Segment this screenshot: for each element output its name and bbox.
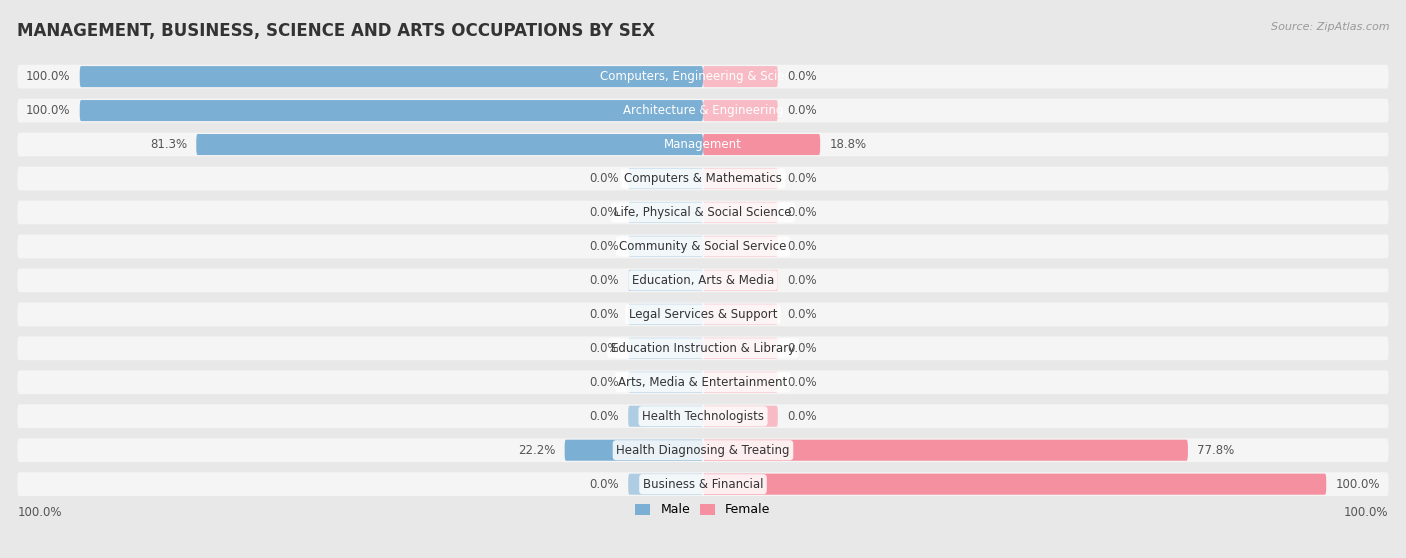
FancyBboxPatch shape <box>17 234 1389 258</box>
FancyBboxPatch shape <box>703 202 778 223</box>
FancyBboxPatch shape <box>628 168 703 189</box>
FancyBboxPatch shape <box>17 439 1389 462</box>
Text: 81.3%: 81.3% <box>150 138 187 151</box>
FancyBboxPatch shape <box>628 338 703 359</box>
Text: Legal Services & Support: Legal Services & Support <box>628 308 778 321</box>
FancyBboxPatch shape <box>703 168 778 189</box>
Text: 0.0%: 0.0% <box>787 70 817 83</box>
FancyBboxPatch shape <box>17 167 1389 190</box>
Text: 100.0%: 100.0% <box>17 506 62 519</box>
FancyBboxPatch shape <box>628 270 703 291</box>
FancyBboxPatch shape <box>703 100 778 121</box>
Text: Business & Financial: Business & Financial <box>643 478 763 490</box>
Text: 0.0%: 0.0% <box>589 478 619 490</box>
Text: 0.0%: 0.0% <box>787 240 817 253</box>
Text: Computers & Mathematics: Computers & Mathematics <box>624 172 782 185</box>
FancyBboxPatch shape <box>628 304 703 325</box>
Text: Health Technologists: Health Technologists <box>643 410 763 423</box>
Text: Community & Social Service: Community & Social Service <box>619 240 787 253</box>
Text: 0.0%: 0.0% <box>589 206 619 219</box>
FancyBboxPatch shape <box>17 472 1389 496</box>
Text: Education Instruction & Library: Education Instruction & Library <box>612 342 794 355</box>
Text: 100.0%: 100.0% <box>25 70 70 83</box>
Text: 0.0%: 0.0% <box>787 308 817 321</box>
Text: 0.0%: 0.0% <box>787 104 817 117</box>
FancyBboxPatch shape <box>703 270 778 291</box>
Text: 0.0%: 0.0% <box>589 274 619 287</box>
FancyBboxPatch shape <box>17 133 1389 156</box>
FancyBboxPatch shape <box>17 65 1389 89</box>
FancyBboxPatch shape <box>17 200 1389 224</box>
Legend: Male, Female: Male, Female <box>630 498 776 521</box>
Text: 0.0%: 0.0% <box>787 342 817 355</box>
FancyBboxPatch shape <box>703 236 778 257</box>
Text: 0.0%: 0.0% <box>589 376 619 389</box>
Text: 0.0%: 0.0% <box>589 240 619 253</box>
FancyBboxPatch shape <box>628 474 703 495</box>
Text: 18.8%: 18.8% <box>830 138 866 151</box>
FancyBboxPatch shape <box>17 99 1389 122</box>
Text: 0.0%: 0.0% <box>589 308 619 321</box>
Text: 0.0%: 0.0% <box>787 206 817 219</box>
Text: Computers, Engineering & Science: Computers, Engineering & Science <box>600 70 806 83</box>
FancyBboxPatch shape <box>703 134 820 155</box>
Text: 0.0%: 0.0% <box>787 410 817 423</box>
FancyBboxPatch shape <box>703 338 778 359</box>
FancyBboxPatch shape <box>197 134 703 155</box>
FancyBboxPatch shape <box>703 406 778 427</box>
FancyBboxPatch shape <box>17 371 1389 394</box>
Text: 100.0%: 100.0% <box>25 104 70 117</box>
Text: Life, Physical & Social Science: Life, Physical & Social Science <box>614 206 792 219</box>
FancyBboxPatch shape <box>703 474 1326 495</box>
Text: MANAGEMENT, BUSINESS, SCIENCE AND ARTS OCCUPATIONS BY SEX: MANAGEMENT, BUSINESS, SCIENCE AND ARTS O… <box>17 22 655 40</box>
Text: 0.0%: 0.0% <box>589 172 619 185</box>
Text: 100.0%: 100.0% <box>1336 478 1381 490</box>
FancyBboxPatch shape <box>628 236 703 257</box>
FancyBboxPatch shape <box>17 336 1389 360</box>
FancyBboxPatch shape <box>703 304 778 325</box>
FancyBboxPatch shape <box>17 268 1389 292</box>
Text: Arts, Media & Entertainment: Arts, Media & Entertainment <box>619 376 787 389</box>
Text: 0.0%: 0.0% <box>589 410 619 423</box>
FancyBboxPatch shape <box>17 405 1389 428</box>
Text: Source: ZipAtlas.com: Source: ZipAtlas.com <box>1271 22 1389 32</box>
Text: Management: Management <box>664 138 742 151</box>
Text: 22.2%: 22.2% <box>517 444 555 456</box>
Text: Education, Arts & Media: Education, Arts & Media <box>631 274 775 287</box>
FancyBboxPatch shape <box>80 100 703 121</box>
FancyBboxPatch shape <box>628 406 703 427</box>
FancyBboxPatch shape <box>565 440 703 461</box>
FancyBboxPatch shape <box>703 66 778 87</box>
FancyBboxPatch shape <box>703 372 778 393</box>
FancyBboxPatch shape <box>80 66 703 87</box>
Text: 0.0%: 0.0% <box>787 172 817 185</box>
Text: Health Diagnosing & Treating: Health Diagnosing & Treating <box>616 444 790 456</box>
Text: 0.0%: 0.0% <box>787 376 817 389</box>
FancyBboxPatch shape <box>628 372 703 393</box>
Text: Architecture & Engineering: Architecture & Engineering <box>623 104 783 117</box>
FancyBboxPatch shape <box>703 440 1188 461</box>
FancyBboxPatch shape <box>17 302 1389 326</box>
Text: 0.0%: 0.0% <box>787 274 817 287</box>
Text: 77.8%: 77.8% <box>1198 444 1234 456</box>
FancyBboxPatch shape <box>628 202 703 223</box>
Text: 0.0%: 0.0% <box>589 342 619 355</box>
Text: 100.0%: 100.0% <box>1344 506 1389 519</box>
